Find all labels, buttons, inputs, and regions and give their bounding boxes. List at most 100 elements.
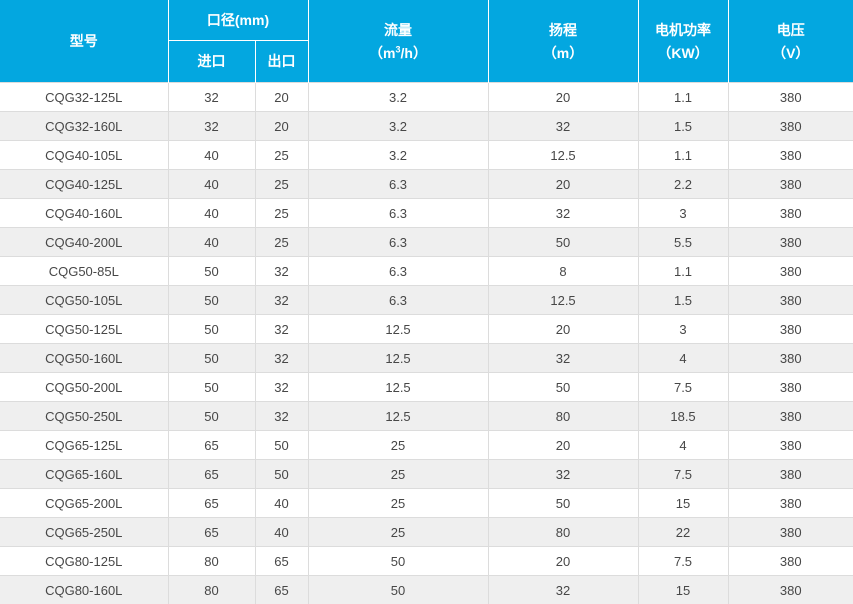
cell-outlet: 50 <box>254 430 309 460</box>
power-label: 电机功率 <box>655 21 712 38</box>
table-row: CQG50-250L 50 32 12.5 80 18.5 380 <box>0 401 853 431</box>
table-row: CQG80-125L 80 65 50 20 7.5 380 <box>0 546 853 576</box>
cell-flow: 25 <box>307 488 489 518</box>
cell-voltage: 380 <box>727 575 853 604</box>
cell-model: CQG32-125L <box>0 82 169 112</box>
table-row: CQG50-125L 50 32 12.5 20 3 380 <box>0 314 853 344</box>
cell-flow: 3.2 <box>307 82 489 112</box>
cell-power: 7.5 <box>637 546 729 576</box>
col-header-power: 电机功率 （KW） <box>637 0 729 83</box>
cell-model: CQG50-160L <box>0 343 169 373</box>
cell-flow: 6.3 <box>307 169 489 199</box>
cell-flow: 50 <box>307 575 489 604</box>
table-row: CQG40-125L 40 25 6.3 20 2.2 380 <box>0 169 853 199</box>
cell-power: 7.5 <box>637 459 729 489</box>
cell-flow: 25 <box>307 459 489 489</box>
cell-head: 32 <box>487 575 639 604</box>
cell-inlet: 40 <box>167 140 256 170</box>
cell-voltage: 380 <box>727 372 853 402</box>
table-row: CQG50-85L 50 32 6.3 8 1.1 380 <box>0 256 853 286</box>
cell-model: CQG65-250L <box>0 517 169 547</box>
cell-head: 20 <box>487 546 639 576</box>
cell-voltage: 380 <box>727 546 853 576</box>
cell-outlet: 32 <box>254 256 309 286</box>
table-row: CQG80-160L 80 65 50 32 15 380 <box>0 575 853 604</box>
cell-power: 4 <box>637 343 729 373</box>
cell-power: 15 <box>637 575 729 604</box>
cell-model: CQG50-125L <box>0 314 169 344</box>
cell-head: 32 <box>487 343 639 373</box>
cell-model: CQG40-125L <box>0 169 169 199</box>
col-header-model: 型号 <box>0 0 169 83</box>
cell-flow: 3.2 <box>307 140 489 170</box>
cell-inlet: 40 <box>167 198 256 228</box>
table-row: CQG40-160L 40 25 6.3 32 3 380 <box>0 198 853 228</box>
cell-outlet: 25 <box>254 169 309 199</box>
col-header-voltage: 电压 （V） <box>727 0 853 83</box>
cell-voltage: 380 <box>727 82 853 112</box>
cell-head: 50 <box>487 488 639 518</box>
cell-head: 12.5 <box>487 140 639 170</box>
power-unit: （KW） <box>657 44 709 61</box>
cell-voltage: 380 <box>727 430 853 460</box>
table-row: CQG40-105L 40 25 3.2 12.5 1.1 380 <box>0 140 853 170</box>
cell-power: 1.1 <box>637 140 729 170</box>
cell-model: CQG80-125L <box>0 546 169 576</box>
cell-voltage: 380 <box>727 401 853 431</box>
cell-outlet: 50 <box>254 459 309 489</box>
cell-model: CQG65-160L <box>0 459 169 489</box>
cell-model: CQG65-200L <box>0 488 169 518</box>
cell-inlet: 32 <box>167 82 256 112</box>
flow-label: 流量 <box>384 21 413 38</box>
cell-power: 2.2 <box>637 169 729 199</box>
cell-outlet: 65 <box>254 546 309 576</box>
table-row: CQG50-200L 50 32 12.5 50 7.5 380 <box>0 372 853 402</box>
cell-outlet: 20 <box>254 111 309 141</box>
cell-inlet: 65 <box>167 430 256 460</box>
cell-flow: 3.2 <box>307 111 489 141</box>
cell-flow: 50 <box>307 546 489 576</box>
cell-model: CQG50-200L <box>0 372 169 402</box>
table-row: CQG65-160L 65 50 25 32 7.5 380 <box>0 459 853 489</box>
cell-voltage: 380 <box>727 169 853 199</box>
cell-inlet: 50 <box>167 343 256 373</box>
cell-inlet: 40 <box>167 169 256 199</box>
cell-power: 15 <box>637 488 729 518</box>
table-row: CQG32-160L 32 20 3.2 32 1.5 380 <box>0 111 853 141</box>
head-unit: （m） <box>542 44 584 61</box>
cell-power: 7.5 <box>637 372 729 402</box>
cell-inlet: 65 <box>167 459 256 489</box>
cell-inlet: 50 <box>167 372 256 402</box>
cell-outlet: 32 <box>254 285 309 315</box>
cell-voltage: 380 <box>727 488 853 518</box>
cell-model: CQG80-160L <box>0 575 169 604</box>
cell-head: 80 <box>487 517 639 547</box>
cell-voltage: 380 <box>727 459 853 489</box>
cell-power: 5.5 <box>637 227 729 257</box>
cell-power: 1.5 <box>637 111 729 141</box>
voltage-unit: （V） <box>772 44 810 61</box>
cell-head: 20 <box>487 314 639 344</box>
cell-outlet: 25 <box>254 140 309 170</box>
cell-flow: 25 <box>307 430 489 460</box>
cell-model: CQG50-85L <box>0 256 169 286</box>
cell-flow: 25 <box>307 517 489 547</box>
head-label: 扬程 <box>549 21 578 38</box>
cell-model: CQG40-200L <box>0 227 169 257</box>
table-row: CQG32-125L 32 20 3.2 20 1.1 380 <box>0 82 853 112</box>
cell-model: CQG40-105L <box>0 140 169 170</box>
cell-head: 20 <box>487 169 639 199</box>
cell-inlet: 65 <box>167 488 256 518</box>
header-row-2: 进口 出口 <box>0 40 853 83</box>
cell-power: 4 <box>637 430 729 460</box>
cell-inlet: 65 <box>167 517 256 547</box>
cell-power: 1.1 <box>637 82 729 112</box>
cell-inlet: 40 <box>167 227 256 257</box>
col-header-flow: 流量 （m3/h） <box>307 0 489 83</box>
cell-power: 1.1 <box>637 256 729 286</box>
table-header: 型号 口径(mm) 流量 （m3/h） 扬程 （m） 电机功率 <box>0 0 853 83</box>
cell-voltage: 380 <box>727 198 853 228</box>
cell-outlet: 25 <box>254 227 309 257</box>
cell-flow: 12.5 <box>307 343 489 373</box>
